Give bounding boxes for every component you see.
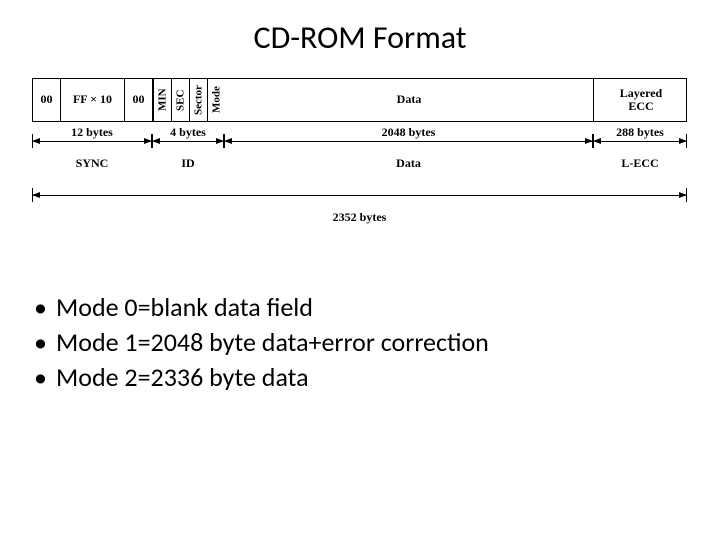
- field-sync-00b: 00: [125, 79, 153, 121]
- bullet-1: Mode 1=2048 byte data+error correction: [34, 325, 489, 360]
- field-id-mode: Mode: [207, 79, 225, 121]
- cdrom-format-diagram: 00FF × 1000MINSECSectorModeDataLayered E…: [32, 78, 687, 218]
- field-sync-00a: 00: [33, 79, 61, 121]
- dim-lecc-size: 288 bytes: [593, 125, 687, 140]
- field-sync-ff: FF × 10: [61, 79, 125, 121]
- mode-bullets: Mode 0=blank data fieldMode 1=2048 byte …: [34, 290, 489, 395]
- dim-lecc: 288 bytesL-ECC: [593, 122, 687, 152]
- total-dimension: 2352 bytes: [32, 182, 687, 218]
- dim-id: 4 bytesID: [152, 122, 224, 152]
- field-id-sector: Sector: [189, 79, 207, 121]
- dim-lecc-name: L-ECC: [593, 156, 687, 171]
- field-data: Data: [225, 79, 594, 121]
- bullet-0: Mode 0=blank data field: [34, 290, 489, 325]
- dim-total-name: 2352 bytes: [32, 210, 687, 225]
- dim-data-size: 2048 bytes: [224, 125, 593, 140]
- bullet-2: Mode 2=2336 byte data: [34, 360, 489, 395]
- page-title: CD-ROM Format: [0, 0, 720, 57]
- field-row: 00FF × 1000MINSECSectorModeDataLayered E…: [32, 78, 687, 122]
- dimension-row: 12 bytesSYNC4 bytesID2048 bytesData288 b…: [32, 122, 687, 164]
- dim-sync-name: SYNC: [32, 156, 152, 171]
- dim-total: 2352 bytes: [32, 182, 687, 206]
- dim-sync-size: 12 bytes: [32, 125, 152, 140]
- dim-id-size: 4 bytes: [152, 125, 224, 140]
- field-id-min: MIN: [153, 79, 171, 121]
- dim-data-name: Data: [224, 156, 593, 171]
- field-id-sec: SEC: [171, 79, 189, 121]
- dim-sync: 12 bytesSYNC: [32, 122, 152, 152]
- dim-id-name: ID: [152, 156, 224, 171]
- dim-data: 2048 bytesData: [224, 122, 593, 152]
- field-lecc: Layered ECC: [594, 79, 688, 121]
